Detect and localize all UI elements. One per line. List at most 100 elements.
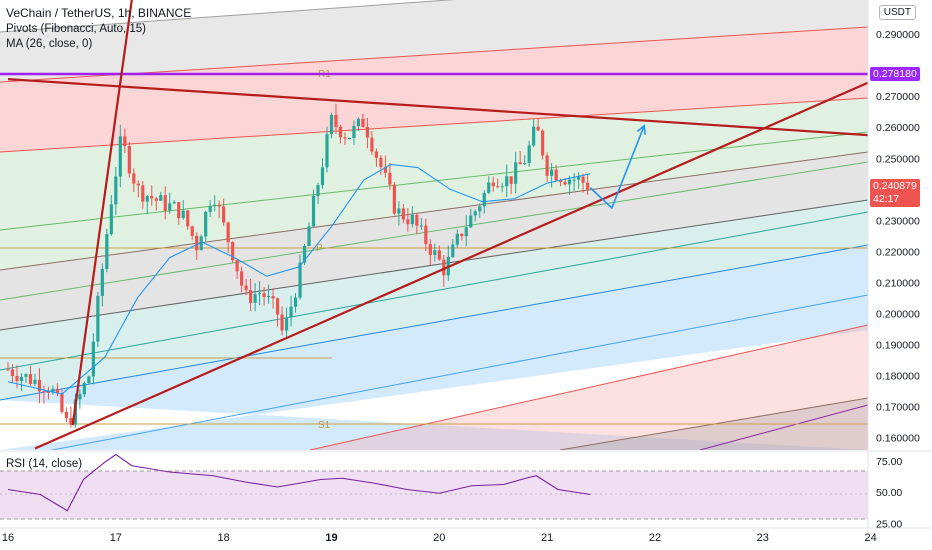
candle-body	[96, 295, 100, 342]
candle-body	[491, 182, 495, 187]
trendline-ascending-support[interactable]	[34, 79, 876, 450]
candle-body	[325, 134, 329, 168]
candle-body	[433, 250, 437, 255]
candle-body	[42, 391, 46, 393]
fib-channel	[0, 0, 868, 450]
candle-body	[352, 126, 356, 138]
candle-body	[379, 157, 383, 168]
candle-body	[460, 233, 464, 237]
candle-body	[361, 118, 365, 128]
candle-body	[374, 151, 379, 158]
last-price-tag: 0.240879 42:17	[870, 179, 920, 207]
price-tick-label: 0.250000	[876, 153, 920, 165]
candle-body	[311, 195, 316, 227]
candle-body	[100, 268, 104, 296]
candle-body	[141, 185, 145, 202]
trendline-steep-impulse[interactable]	[71, 0, 133, 426]
candle-body	[437, 250, 441, 260]
candle-body	[406, 219, 410, 225]
price-tick-label: 0.220000	[876, 246, 920, 258]
price-tick-label: 0.290000	[876, 29, 920, 41]
rsi-axis[interactable]: 75.00 50.00 25.00	[876, 456, 902, 531]
projection-path[interactable]	[589, 124, 647, 210]
last-price: 0.240879	[873, 180, 917, 192]
candle-body	[550, 169, 554, 176]
fib-line	[0, 97, 868, 153]
level-price: 0.278180	[873, 68, 917, 80]
ma-series	[7, 163, 591, 395]
currency-badge[interactable]: USDT	[878, 5, 916, 20]
projection-arrowhead[interactable]	[636, 124, 647, 135]
candle-body	[240, 271, 244, 286]
candle-body	[19, 376, 24, 382]
candle-body	[199, 236, 203, 251]
price-tick-label: 0.160000	[876, 433, 920, 445]
legend-symbol[interactable]: VeChain / TetherUS, 1h, BINANCE	[6, 6, 192, 20]
candle-body	[392, 184, 396, 214]
candle-body	[567, 179, 572, 185]
legend-ma[interactable]: MA (26, close, 0)	[6, 38, 93, 50]
candle-body	[572, 179, 576, 181]
candle-body	[455, 233, 459, 245]
time-axis[interactable]: 16 17 18 19 20 21 22 23 24	[2, 532, 877, 544]
candle-body	[159, 195, 163, 201]
fib-line	[0, 151, 868, 271]
candle-body	[307, 226, 311, 247]
candle-body	[320, 167, 325, 186]
candle-body	[55, 388, 60, 394]
rsi-tick-label: 75.00	[876, 456, 902, 468]
price-tick-label: 0.170000	[876, 402, 920, 414]
fib-zone-green	[0, 98, 868, 270]
candle-body	[545, 155, 549, 176]
candle-body	[401, 208, 405, 220]
candle-body	[523, 163, 527, 165]
candle-body	[127, 146, 131, 174]
price-tick-label: 0.180000	[876, 371, 920, 383]
legend-pivots[interactable]: Pivots (Fibonacci, Auto, 15)	[6, 22, 146, 35]
candle-body	[257, 293, 262, 295]
time-tick-label: 18	[218, 532, 230, 544]
price-tick-label: 0.230000	[876, 215, 920, 227]
candle-body	[329, 114, 334, 135]
candle-body	[249, 290, 253, 303]
chart-legend: VeChain / TetherUS, 1h, BINANCE Pivots (…	[6, 6, 191, 53]
trendlines[interactable]	[7, 0, 876, 450]
candle-body	[419, 225, 423, 227]
candle-body	[271, 296, 275, 299]
candle-body	[289, 306, 293, 318]
candle-body	[69, 418, 73, 425]
rsi-band	[0, 471, 868, 519]
rsi-legend[interactable]: RSI (14, close)	[6, 458, 83, 470]
price-axis[interactable]: 0.290000 0.270000 0.260000 0.250000 0.230000…	[876, 29, 920, 444]
candle-body	[132, 173, 136, 184]
candle-body	[78, 394, 82, 400]
candle-body	[563, 181, 567, 185]
candle-body	[383, 167, 387, 173]
price-tick-label: 0.270000	[876, 91, 920, 103]
trendline-descending-resistance[interactable]	[7, 78, 876, 137]
candle-body	[195, 235, 199, 251]
candle-body	[136, 183, 140, 186]
time-tick-label: 23	[757, 532, 769, 544]
fib-line	[0, 131, 868, 231]
candle-body	[235, 260, 239, 272]
candle-body	[262, 293, 266, 297]
candle-body	[370, 137, 374, 152]
candle-body	[338, 126, 343, 138]
time-tick-label: 24	[864, 532, 876, 544]
price-tick-label: 0.190000	[876, 339, 920, 351]
candle-body	[514, 162, 518, 184]
time-tick-label: 17	[110, 532, 122, 544]
projection-line[interactable]	[589, 125, 645, 210]
candle-body	[154, 198, 158, 201]
time-tick-label: 21	[541, 532, 553, 544]
candle-body	[473, 211, 477, 216]
price-tick-label: 0.260000	[876, 122, 920, 134]
candle-body	[60, 393, 64, 412]
candle-body	[478, 206, 482, 212]
candle-body	[469, 215, 473, 228]
candle-body	[585, 182, 590, 190]
candle-body	[24, 374, 28, 377]
price-tick-label: 0.200000	[876, 308, 920, 320]
